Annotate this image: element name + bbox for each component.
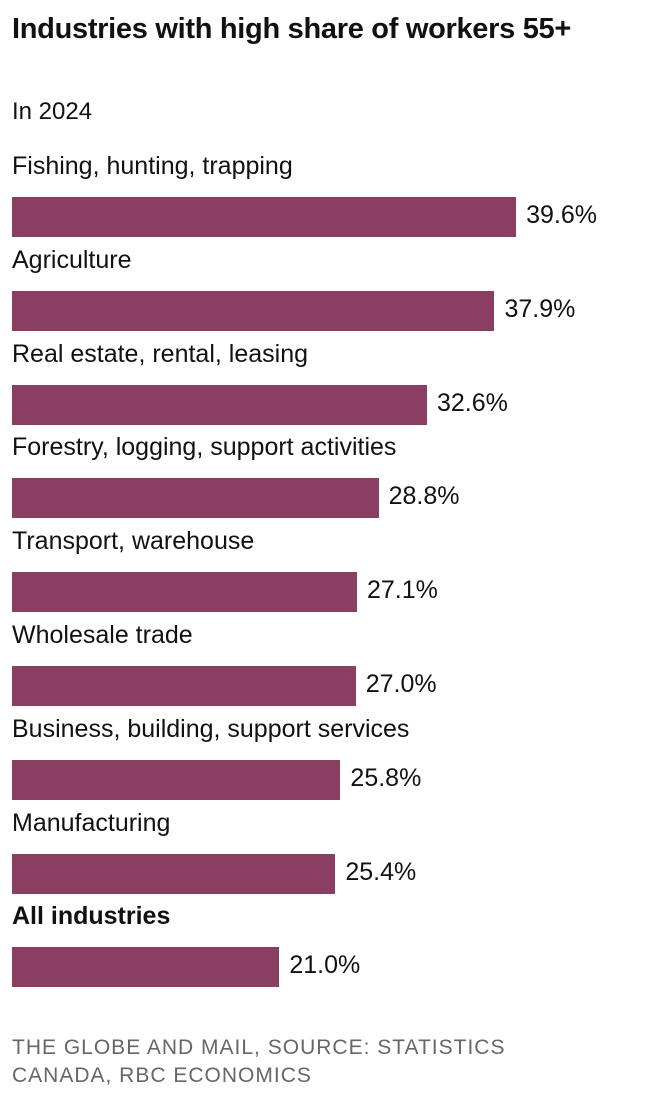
- value-label: 21.0%: [289, 951, 361, 980]
- value-label: 28.8%: [388, 482, 460, 511]
- value-label: 25.4%: [345, 857, 417, 886]
- category-label: Business, building, support services: [12, 714, 410, 743]
- bar: [12, 197, 517, 237]
- bar-row: Fishing, hunting, trapping 39.6%: [0, 152, 660, 246]
- bar: [12, 665, 356, 706]
- category-label: Transport, warehouse: [12, 527, 255, 556]
- bar: [12, 478, 379, 519]
- bar: [12, 947, 280, 988]
- value-label: 27.1%: [366, 576, 438, 605]
- category-label: Agriculture: [12, 245, 132, 274]
- category-label: All industries: [12, 902, 171, 931]
- bar-row: Real estate, rental, leasing 32.6%: [0, 340, 660, 434]
- bar: [12, 384, 427, 425]
- value-label: 27.0%: [365, 669, 437, 698]
- category-label: Fishing, hunting, trapping: [12, 152, 293, 180]
- category-label: Real estate, rental, leasing: [12, 339, 309, 368]
- bar-row: All industries 21.0%: [0, 902, 660, 996]
- bar: [12, 290, 495, 331]
- category-label: Forestry, logging, support activities: [12, 433, 397, 462]
- category-label: Manufacturing: [12, 808, 171, 837]
- bar: [12, 572, 357, 613]
- value-label: 37.9%: [504, 294, 576, 323]
- bar-row: Agriculture 37.9%: [0, 246, 660, 340]
- value-label: 25.8%: [350, 763, 422, 792]
- bar-chart: Fishing, hunting, trapping 39.6% Agricultu…: [0, 152, 660, 996]
- value-label: 32.6%: [436, 388, 508, 417]
- chart-subtitle: In 2024: [12, 98, 93, 125]
- bar-row: Wholesale trade 27.0%: [0, 621, 660, 715]
- category-label: Wholesale trade: [12, 620, 193, 649]
- bar: [12, 853, 336, 894]
- bar-row: Forestry, logging, support activities 28.…: [0, 433, 660, 527]
- source-credit: THE GLOBE AND MAIL, SOURCE: STATISTICS C…: [12, 1036, 506, 1087]
- bar-row: Business, building, support services 25.8…: [0, 715, 660, 809]
- bar-row: Manufacturing 25.4%: [0, 809, 660, 903]
- value-label: 39.6%: [526, 201, 597, 229]
- bar-row: Transport, warehouse 27.1%: [0, 527, 660, 621]
- bar: [12, 759, 341, 800]
- chart-title: Industries with high share of workers 55…: [12, 13, 571, 45]
